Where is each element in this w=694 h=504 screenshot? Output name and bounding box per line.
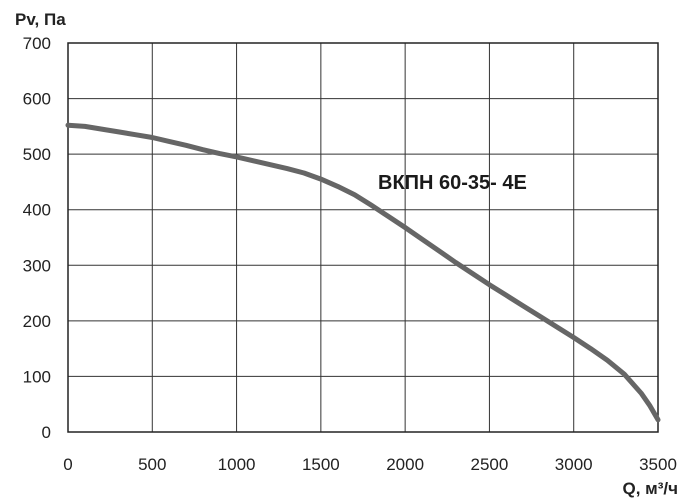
chart-annotation: ВКПН 60-35- 4Е — [378, 172, 527, 194]
x-tick-label: 1000 — [218, 455, 256, 474]
y-axis-ticks: 0 100 200 300 400 500 600 700 — [23, 34, 51, 442]
y-tick-label: 200 — [23, 312, 51, 331]
y-tick-label: 600 — [23, 90, 51, 109]
plot-frame — [67, 42, 659, 433]
y-tick-label: 0 — [42, 423, 51, 442]
y-tick-label: 100 — [23, 367, 51, 386]
x-tick-label: 3000 — [555, 455, 593, 474]
x-tick-label: 3500 — [639, 455, 677, 474]
x-axis-ticks: 0 500 1000 1500 2000 2500 3000 3500 — [63, 455, 677, 474]
series-curve — [65, 122, 661, 423]
grid — [67, 42, 659, 433]
x-tick-label: 1500 — [302, 455, 340, 474]
y-tick-label: 700 — [23, 34, 51, 53]
y-axis-label: Pv, Па — [15, 10, 66, 29]
x-axis-label: Q, м³/ч — [623, 479, 679, 498]
x-tick-label: 0 — [63, 455, 72, 474]
y-tick-label: 500 — [23, 145, 51, 164]
x-tick-label: 2500 — [471, 455, 509, 474]
y-tick-label: 400 — [23, 201, 51, 220]
y-tick-label: 300 — [23, 256, 51, 275]
x-tick-label: 500 — [138, 455, 166, 474]
x-tick-label: 2000 — [386, 455, 424, 474]
